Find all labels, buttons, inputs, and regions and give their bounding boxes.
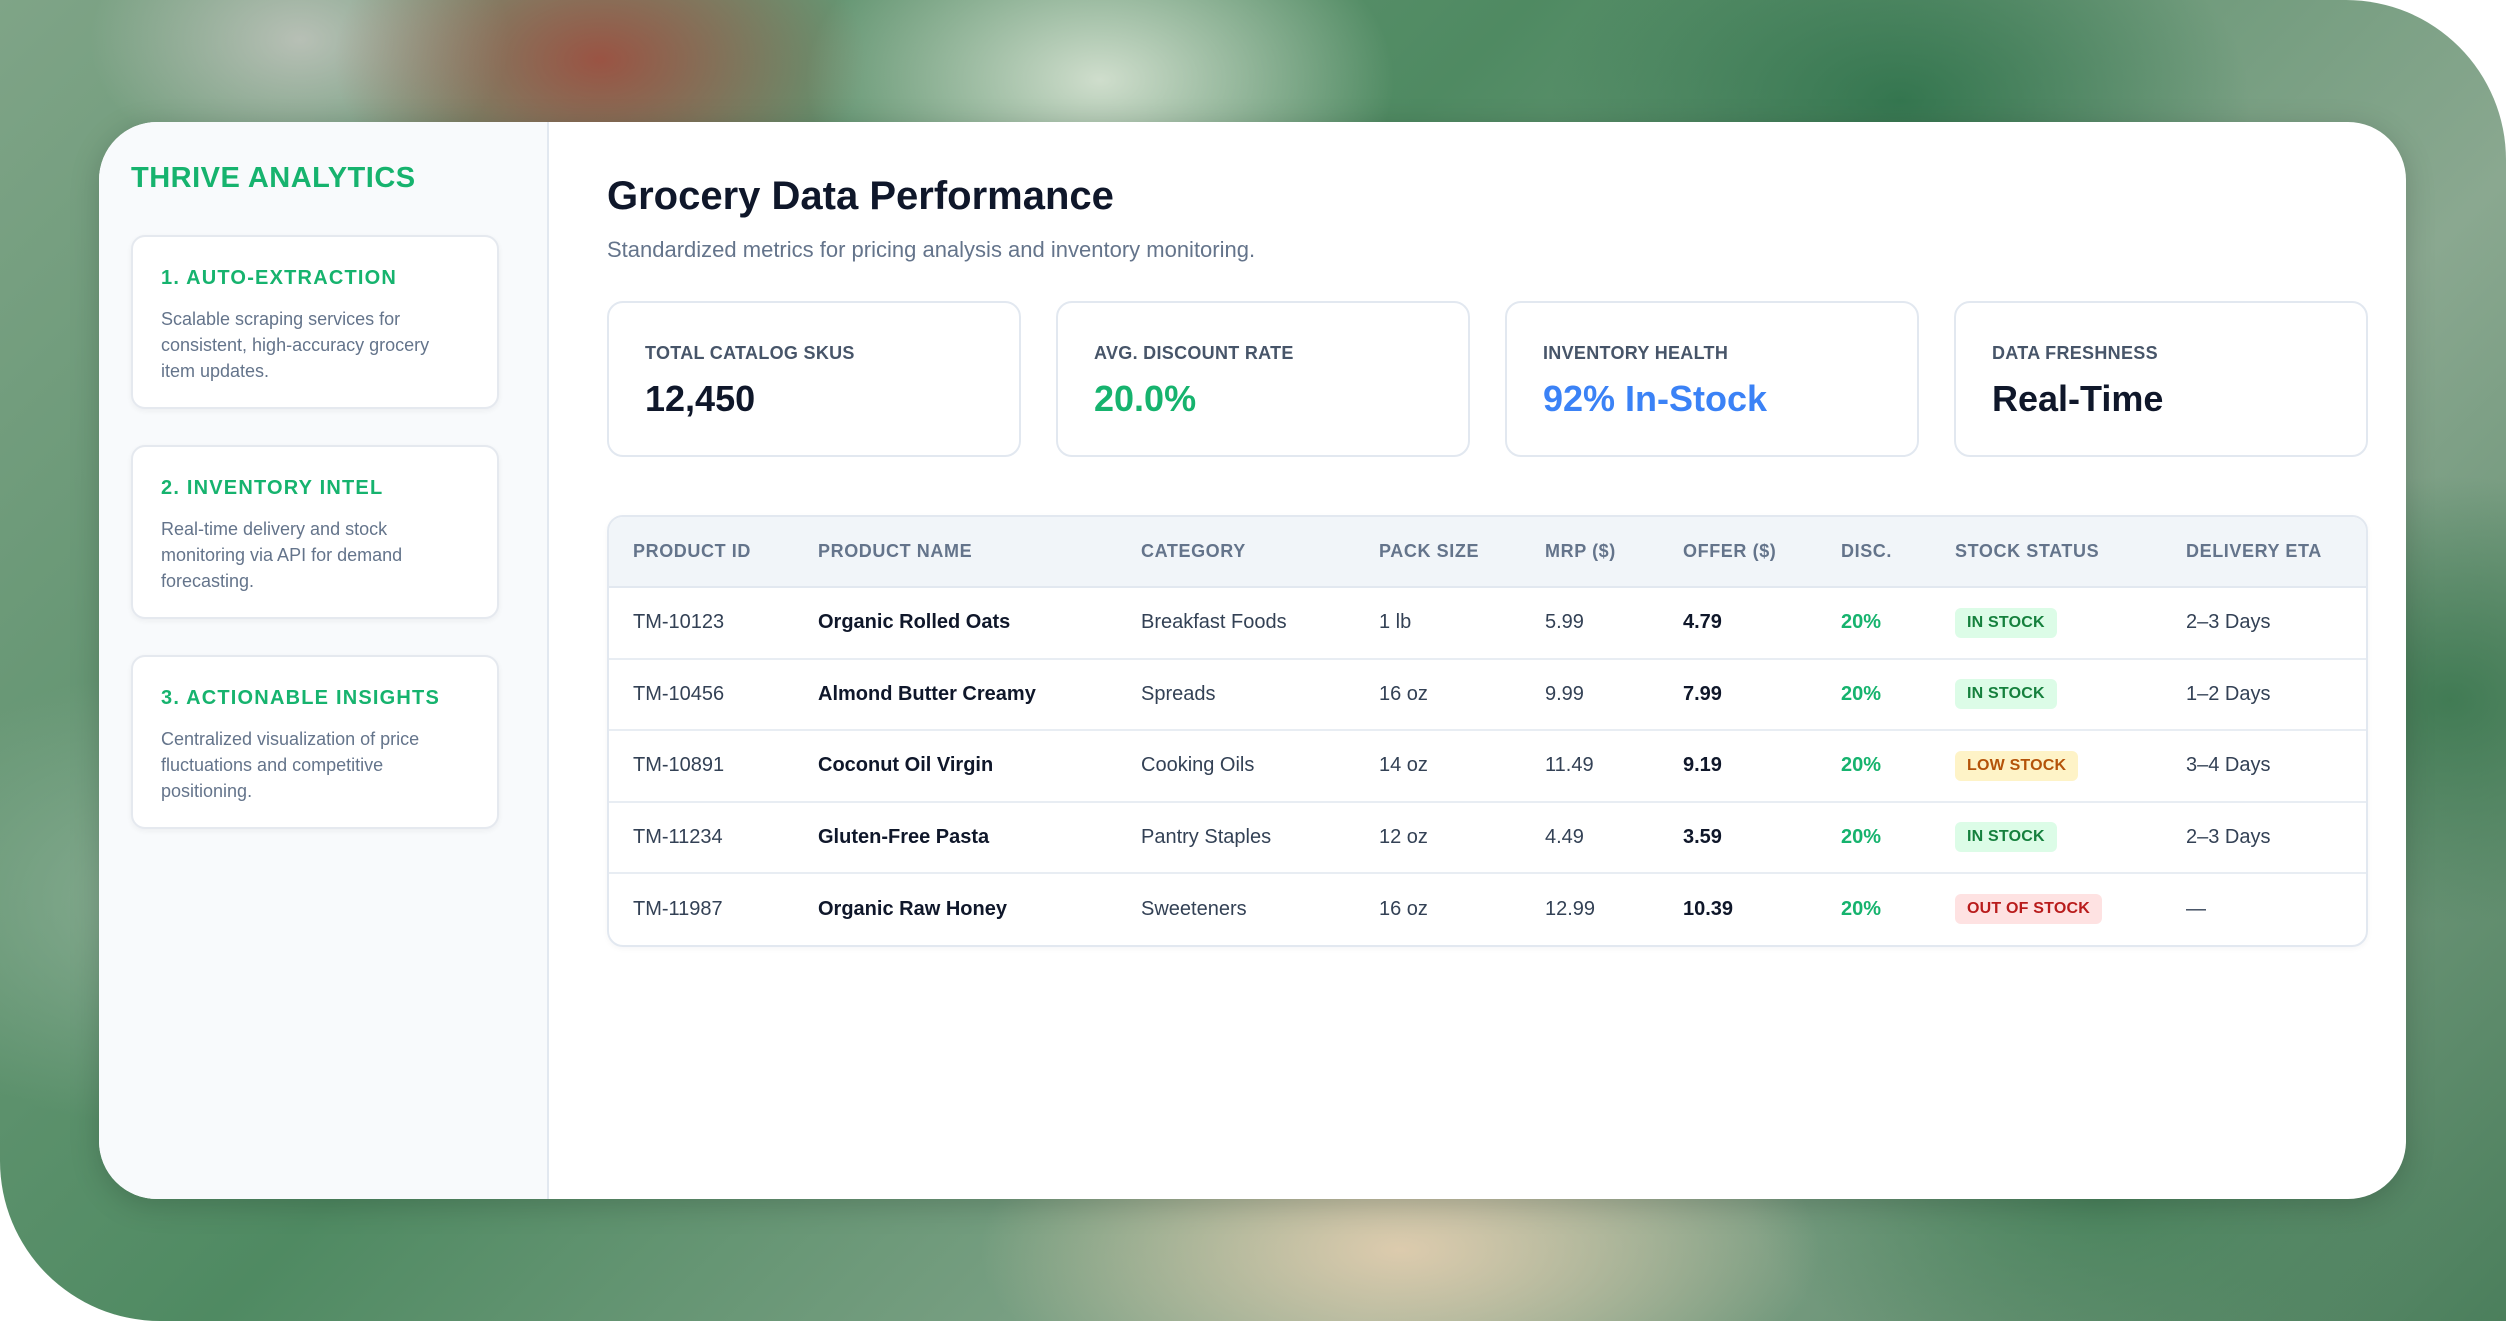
column-header-category[interactable]: CATEGORY: [1117, 517, 1355, 588]
column-header-mrp[interactable]: MRP ($): [1521, 517, 1659, 588]
column-header-pack-size[interactable]: PACK SIZE: [1355, 517, 1521, 588]
cell-pack-size: 12 oz: [1355, 800, 1521, 873]
cell-product-name: Gluten-Free Pasta: [794, 800, 1117, 873]
cell-offer: 4.79: [1683, 611, 1722, 634]
cell-mrp: 5.99: [1545, 611, 1584, 634]
cell-category: Breakfast Foods: [1141, 611, 1287, 634]
cell-category: Pantry Staples: [1117, 800, 1355, 873]
stock-status-badge: IN STOCK: [1955, 822, 2057, 853]
cell-product-name: Organic Raw Honey: [794, 872, 1117, 945]
cell-product-id: TM-10891: [609, 729, 794, 802]
cell-pack-size: 1 lb: [1379, 611, 1412, 634]
cell-stock-status: OUT OF STOCK: [1931, 872, 2162, 945]
cell-product-name: Almond Butter Creamy: [794, 657, 1117, 730]
cell-discount: 20%: [1817, 800, 1931, 873]
stock-status-badge: LOW STOCK: [1955, 750, 2079, 781]
table-row[interactable]: TM-11987 Organic Raw Honey Sweeteners 16…: [609, 872, 2366, 945]
cell-pack-size: 14 oz: [1355, 729, 1521, 802]
table-header-row: PRODUCT ID PRODUCT NAME CATEGORY PACK SI…: [609, 517, 2366, 588]
cell-pack-size: 16 oz: [1355, 872, 1521, 945]
cell-mrp: 9.99: [1521, 657, 1659, 730]
kpi-row: TOTAL CATALOG SKUS 12,450 AVG. DISCOUNT …: [607, 301, 2368, 457]
column-header-delivery-eta[interactable]: DELIVERY ETA: [2162, 517, 2366, 588]
step-card-inventory-intel: 2. INVENTORY INTEL Real-time delivery an…: [131, 445, 499, 619]
cell-stock-status: IN STOCK: [1931, 800, 2162, 873]
cell-delivery-eta: 3–4 Days: [2162, 729, 2366, 802]
cell-stock-status: LOW STOCK: [1931, 729, 2162, 802]
stock-status-badge: IN STOCK: [1955, 607, 2057, 638]
cell-mrp: 11.49: [1521, 729, 1659, 802]
kpi-card-inventory-health: INVENTORY HEALTH 92% In-Stock: [1505, 301, 1919, 457]
column-header-stock-status[interactable]: STOCK STATUS: [1931, 517, 2162, 588]
cell-offer: 9.19: [1659, 729, 1817, 802]
cell-pack-size: 16 oz: [1355, 657, 1521, 730]
cell-delivery-eta: 2–3 Days: [2186, 611, 2271, 634]
cell-category: Sweeteners: [1117, 872, 1355, 945]
cell-delivery-eta: 2–3 Days: [2162, 800, 2366, 873]
kpi-label: INVENTORY HEALTH: [1543, 343, 1729, 363]
step-description: Centralized visualization of price fluct…: [161, 729, 420, 801]
kpi-value: Real-Time: [1992, 378, 2164, 419]
kpi-card-total-skus: TOTAL CATALOG SKUS 12,450: [607, 301, 1021, 457]
cell-offer: 10.39: [1659, 872, 1817, 945]
kpi-label: AVG. DISCOUNT RATE: [1094, 343, 1294, 363]
step-description: Scalable scraping services for consisten…: [161, 309, 430, 381]
cell-product-id: TM-11987: [609, 872, 794, 945]
kpi-value: 12,450: [645, 378, 756, 419]
page-title: Grocery Data Performance: [607, 174, 1114, 218]
step-title: 3. ACTIONABLE INSIGHTS: [161, 687, 441, 709]
column-header-offer[interactable]: OFFER ($): [1659, 517, 1817, 588]
cell-product-name: Coconut Oil Virgin: [794, 729, 1117, 802]
cell-category: Spreads: [1117, 657, 1355, 730]
kpi-card-discount-rate: AVG. DISCOUNT RATE 20.0%: [1056, 301, 1470, 457]
main-content: Grocery Data Performance Standardized me…: [549, 122, 2406, 1199]
cell-discount: 20%: [1841, 611, 1882, 634]
product-table-container: PRODUCT ID PRODUCT NAME CATEGORY PACK SI…: [607, 515, 2368, 947]
kpi-label: TOTAL CATALOG SKUS: [645, 343, 855, 363]
step-description: Real-time delivery and stock monitoring …: [161, 519, 403, 591]
step-card-auto-extraction: 1. AUTO-EXTRACTION Scalable scraping ser…: [131, 235, 499, 409]
cell-delivery-eta: 1–2 Days: [2162, 657, 2366, 730]
cell-product-id: TM-11234: [609, 800, 794, 873]
cell-stock-status: IN STOCK: [1931, 587, 2162, 659]
cell-mrp: 4.49: [1521, 800, 1659, 873]
kpi-value: 92% In-Stock: [1543, 378, 1768, 419]
column-header-product-id[interactable]: PRODUCT ID: [609, 517, 794, 588]
cell-offer: 7.99: [1659, 657, 1817, 730]
cell-category: Cooking Oils: [1117, 729, 1355, 802]
stock-status-badge: IN STOCK: [1955, 679, 2057, 710]
table-row[interactable]: TM-10891 Coconut Oil Virgin Cooking Oils…: [609, 729, 2366, 802]
cell-stock-status: IN STOCK: [1931, 657, 2162, 730]
cell-product-name: Organic Rolled Oats: [818, 611, 1011, 634]
cell-delivery-eta: —: [2162, 872, 2366, 945]
table-row[interactable]: TM-10123 Organic Rolled Oats Breakfast F…: [609, 587, 2366, 659]
dashboard-panel: THRIVE ANALYTICS 1. AUTO-EXTRACTION Scal…: [99, 122, 2406, 1199]
cell-discount: 20%: [1817, 872, 1931, 945]
step-card-actionable-insights: 3. ACTIONABLE INSIGHTS Centralized visua…: [131, 655, 499, 829]
product-table: PRODUCT ID PRODUCT NAME CATEGORY PACK SI…: [609, 517, 2366, 945]
sidebar: THRIVE ANALYTICS 1. AUTO-EXTRACTION Scal…: [99, 122, 549, 1199]
stock-status-badge: OUT OF STOCK: [1955, 894, 2102, 925]
cell-offer: 3.59: [1659, 800, 1817, 873]
step-title: 1. AUTO-EXTRACTION: [161, 267, 398, 289]
table-row[interactable]: TM-10456 Almond Butter Creamy Spreads 16…: [609, 657, 2366, 730]
cell-product-id: TM-10123: [633, 611, 725, 634]
kpi-value: 20.0%: [1094, 378, 1197, 419]
column-header-discount[interactable]: DISC.: [1817, 517, 1931, 588]
table-row[interactable]: TM-11234 Gluten-Free Pasta Pantry Staple…: [609, 800, 2366, 873]
cell-discount: 20%: [1817, 729, 1931, 802]
cell-mrp: 12.99: [1521, 872, 1659, 945]
kpi-card-data-freshness: DATA FRESHNESS Real-Time: [1954, 301, 2368, 457]
cell-discount: 20%: [1817, 657, 1931, 730]
column-header-product-name[interactable]: PRODUCT NAME: [794, 517, 1117, 588]
step-title: 2. INVENTORY INTEL: [161, 477, 384, 499]
brand-logo: THRIVE ANALYTICS: [131, 162, 416, 194]
cell-product-id: TM-10456: [609, 657, 794, 730]
kpi-label: DATA FRESHNESS: [1992, 343, 2158, 363]
page-subtitle: Standardized metrics for pricing analysi…: [607, 237, 1256, 262]
